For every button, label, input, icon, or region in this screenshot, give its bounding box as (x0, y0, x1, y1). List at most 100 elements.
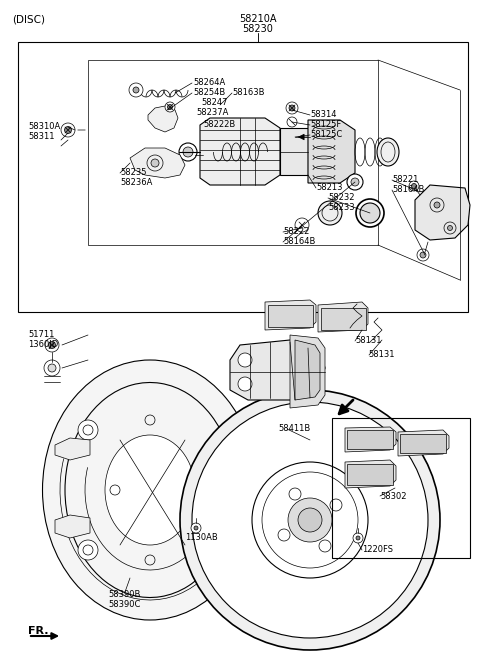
Text: 58237A: 58237A (196, 108, 228, 117)
Text: 58302: 58302 (380, 492, 407, 501)
Circle shape (192, 402, 428, 638)
Text: 58411B: 58411B (278, 424, 310, 433)
Ellipse shape (360, 203, 380, 223)
Circle shape (278, 529, 290, 541)
Circle shape (165, 102, 175, 112)
Text: 1220FS: 1220FS (362, 545, 393, 554)
Circle shape (305, 353, 319, 367)
Circle shape (326, 311, 340, 325)
Circle shape (238, 353, 252, 367)
Text: 58163B: 58163B (232, 88, 264, 97)
Polygon shape (230, 340, 325, 400)
Text: 58230: 58230 (242, 24, 274, 34)
Bar (347, 430, 393, 449)
Text: 58233: 58233 (328, 203, 355, 212)
Circle shape (295, 218, 309, 232)
Polygon shape (318, 302, 368, 332)
Circle shape (133, 87, 139, 93)
Circle shape (298, 508, 322, 532)
Circle shape (44, 360, 60, 376)
Polygon shape (55, 515, 90, 538)
Circle shape (61, 123, 75, 137)
Circle shape (289, 105, 295, 111)
Circle shape (351, 178, 359, 186)
Circle shape (151, 159, 159, 167)
Circle shape (238, 377, 252, 391)
Circle shape (180, 390, 440, 650)
Circle shape (372, 434, 384, 446)
Circle shape (346, 311, 360, 325)
Text: 58254B: 58254B (193, 88, 225, 97)
Circle shape (64, 127, 72, 134)
Circle shape (305, 377, 319, 391)
Bar (321, 308, 366, 330)
Polygon shape (398, 430, 449, 456)
Bar (18, 42, 468, 312)
Text: 58310A: 58310A (28, 122, 60, 131)
Polygon shape (308, 120, 355, 183)
Polygon shape (415, 185, 470, 240)
Ellipse shape (105, 435, 195, 545)
Text: (DISC): (DISC) (12, 14, 45, 24)
Polygon shape (290, 335, 325, 408)
Text: 58213: 58213 (316, 183, 343, 192)
Polygon shape (265, 300, 316, 330)
Polygon shape (295, 340, 320, 400)
Polygon shape (345, 460, 396, 488)
Circle shape (286, 102, 298, 114)
Text: FR.: FR. (28, 626, 48, 636)
Circle shape (194, 526, 198, 530)
Bar (332, 418, 470, 558)
Polygon shape (130, 148, 185, 178)
Circle shape (425, 437, 437, 449)
Circle shape (354, 468, 366, 480)
Text: 58390C: 58390C (108, 600, 140, 609)
Circle shape (289, 488, 301, 500)
Text: 58222B: 58222B (203, 120, 235, 129)
Bar (268, 305, 313, 327)
Text: 58236A: 58236A (120, 178, 152, 187)
Circle shape (287, 117, 297, 127)
Text: 58125F: 58125F (310, 120, 341, 129)
Text: 58210A: 58210A (239, 14, 277, 24)
Ellipse shape (356, 199, 384, 227)
Circle shape (447, 225, 453, 231)
Ellipse shape (43, 360, 257, 620)
Polygon shape (148, 106, 178, 132)
Text: 58235: 58235 (120, 168, 146, 177)
Circle shape (417, 249, 429, 261)
Polygon shape (280, 128, 308, 175)
Bar (88, 60, 378, 245)
Text: 58221: 58221 (392, 175, 419, 184)
Text: 58264A: 58264A (193, 78, 225, 87)
Text: 58131: 58131 (355, 336, 382, 345)
Text: 58222: 58222 (283, 227, 310, 236)
Text: 51711: 51711 (28, 330, 54, 339)
Circle shape (183, 147, 193, 157)
Circle shape (168, 105, 172, 109)
Polygon shape (55, 438, 90, 460)
Text: 58314: 58314 (310, 110, 336, 119)
Circle shape (83, 425, 93, 435)
Circle shape (45, 338, 59, 352)
Text: 58390B: 58390B (108, 590, 140, 599)
Text: 1130AB: 1130AB (185, 533, 218, 542)
Text: 58247: 58247 (201, 98, 228, 107)
Circle shape (434, 202, 440, 208)
Ellipse shape (377, 138, 399, 166)
Circle shape (288, 498, 332, 542)
Circle shape (411, 183, 417, 188)
Circle shape (191, 523, 201, 533)
Circle shape (273, 309, 287, 323)
Text: 58164B: 58164B (283, 237, 315, 246)
Circle shape (409, 181, 419, 191)
Circle shape (293, 309, 307, 323)
Circle shape (83, 545, 93, 555)
Circle shape (48, 364, 56, 372)
Circle shape (330, 499, 342, 511)
Polygon shape (345, 427, 396, 452)
Text: 1360JD: 1360JD (28, 340, 58, 349)
Circle shape (319, 540, 331, 552)
Circle shape (353, 533, 363, 543)
Circle shape (407, 437, 419, 449)
